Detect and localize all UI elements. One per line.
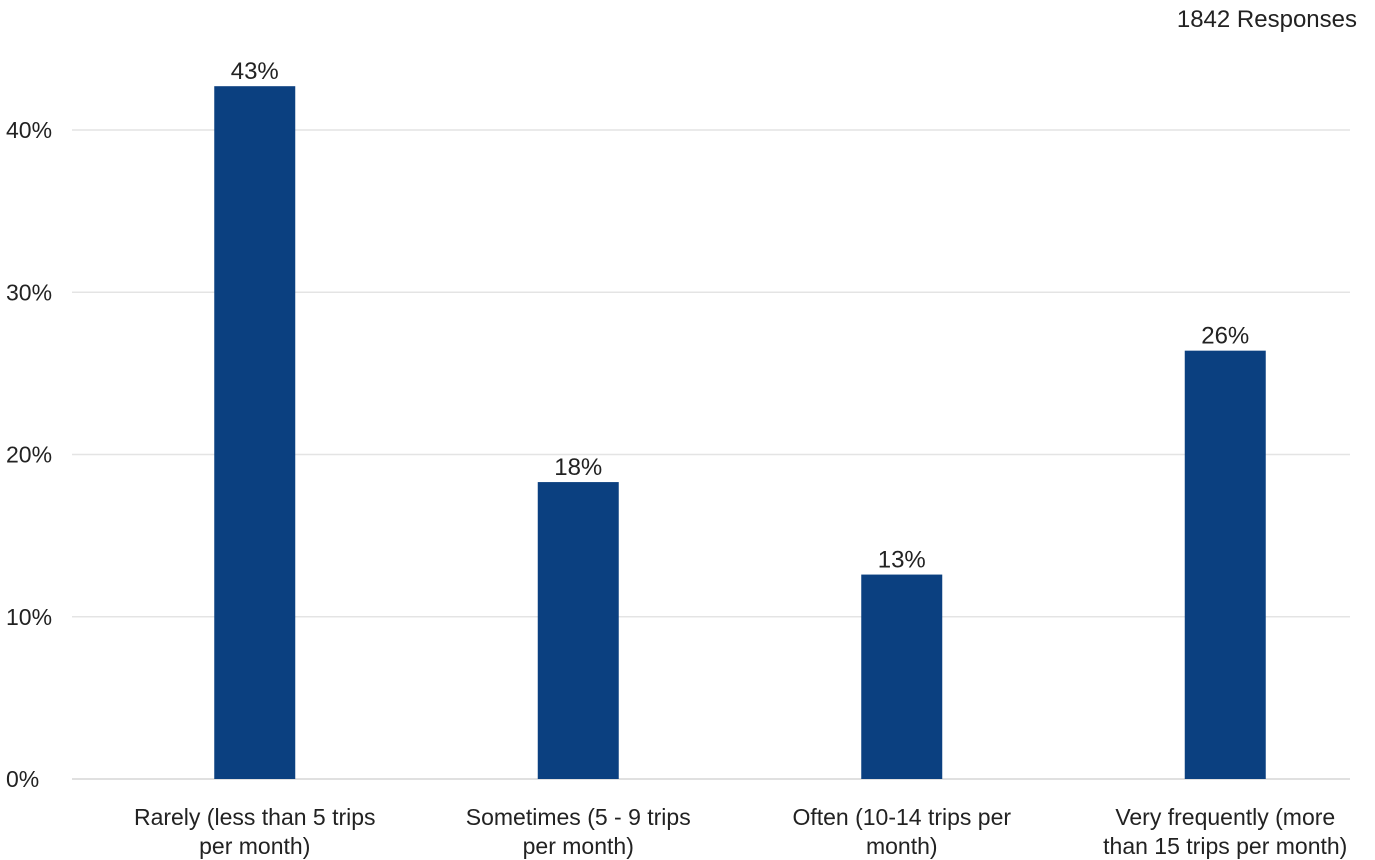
x-category-label: per month) bbox=[199, 833, 310, 859]
bar bbox=[1184, 350, 1266, 779]
bar bbox=[861, 574, 943, 779]
bar-data-label: 18% bbox=[554, 454, 602, 481]
bar-data-label: 13% bbox=[878, 547, 926, 574]
x-category-label: per month) bbox=[523, 833, 634, 859]
y-tick-label: 30% bbox=[6, 279, 52, 305]
bar-data-label: 43% bbox=[231, 58, 279, 85]
bar-data-label: 26% bbox=[1201, 323, 1249, 350]
x-category-label: Sometimes (5 - 9 trips bbox=[466, 804, 691, 830]
x-category-label: month) bbox=[866, 833, 938, 859]
x-category-label: than 15 trips per month) bbox=[1103, 833, 1347, 859]
y-tick-label: 0% bbox=[6, 766, 39, 792]
responses-count: 1842 Responses bbox=[1176, 6, 1357, 33]
bar bbox=[214, 86, 296, 779]
x-category-label: Often (10-14 trips per bbox=[792, 804, 1011, 830]
bar bbox=[537, 482, 619, 779]
y-tick-label: 40% bbox=[6, 117, 52, 143]
y-tick-label: 10% bbox=[6, 604, 52, 630]
x-category-label: Very frequently (more bbox=[1115, 804, 1335, 830]
x-category-label: Rarely (less than 5 trips bbox=[134, 804, 376, 830]
y-tick-label: 20% bbox=[6, 442, 52, 468]
